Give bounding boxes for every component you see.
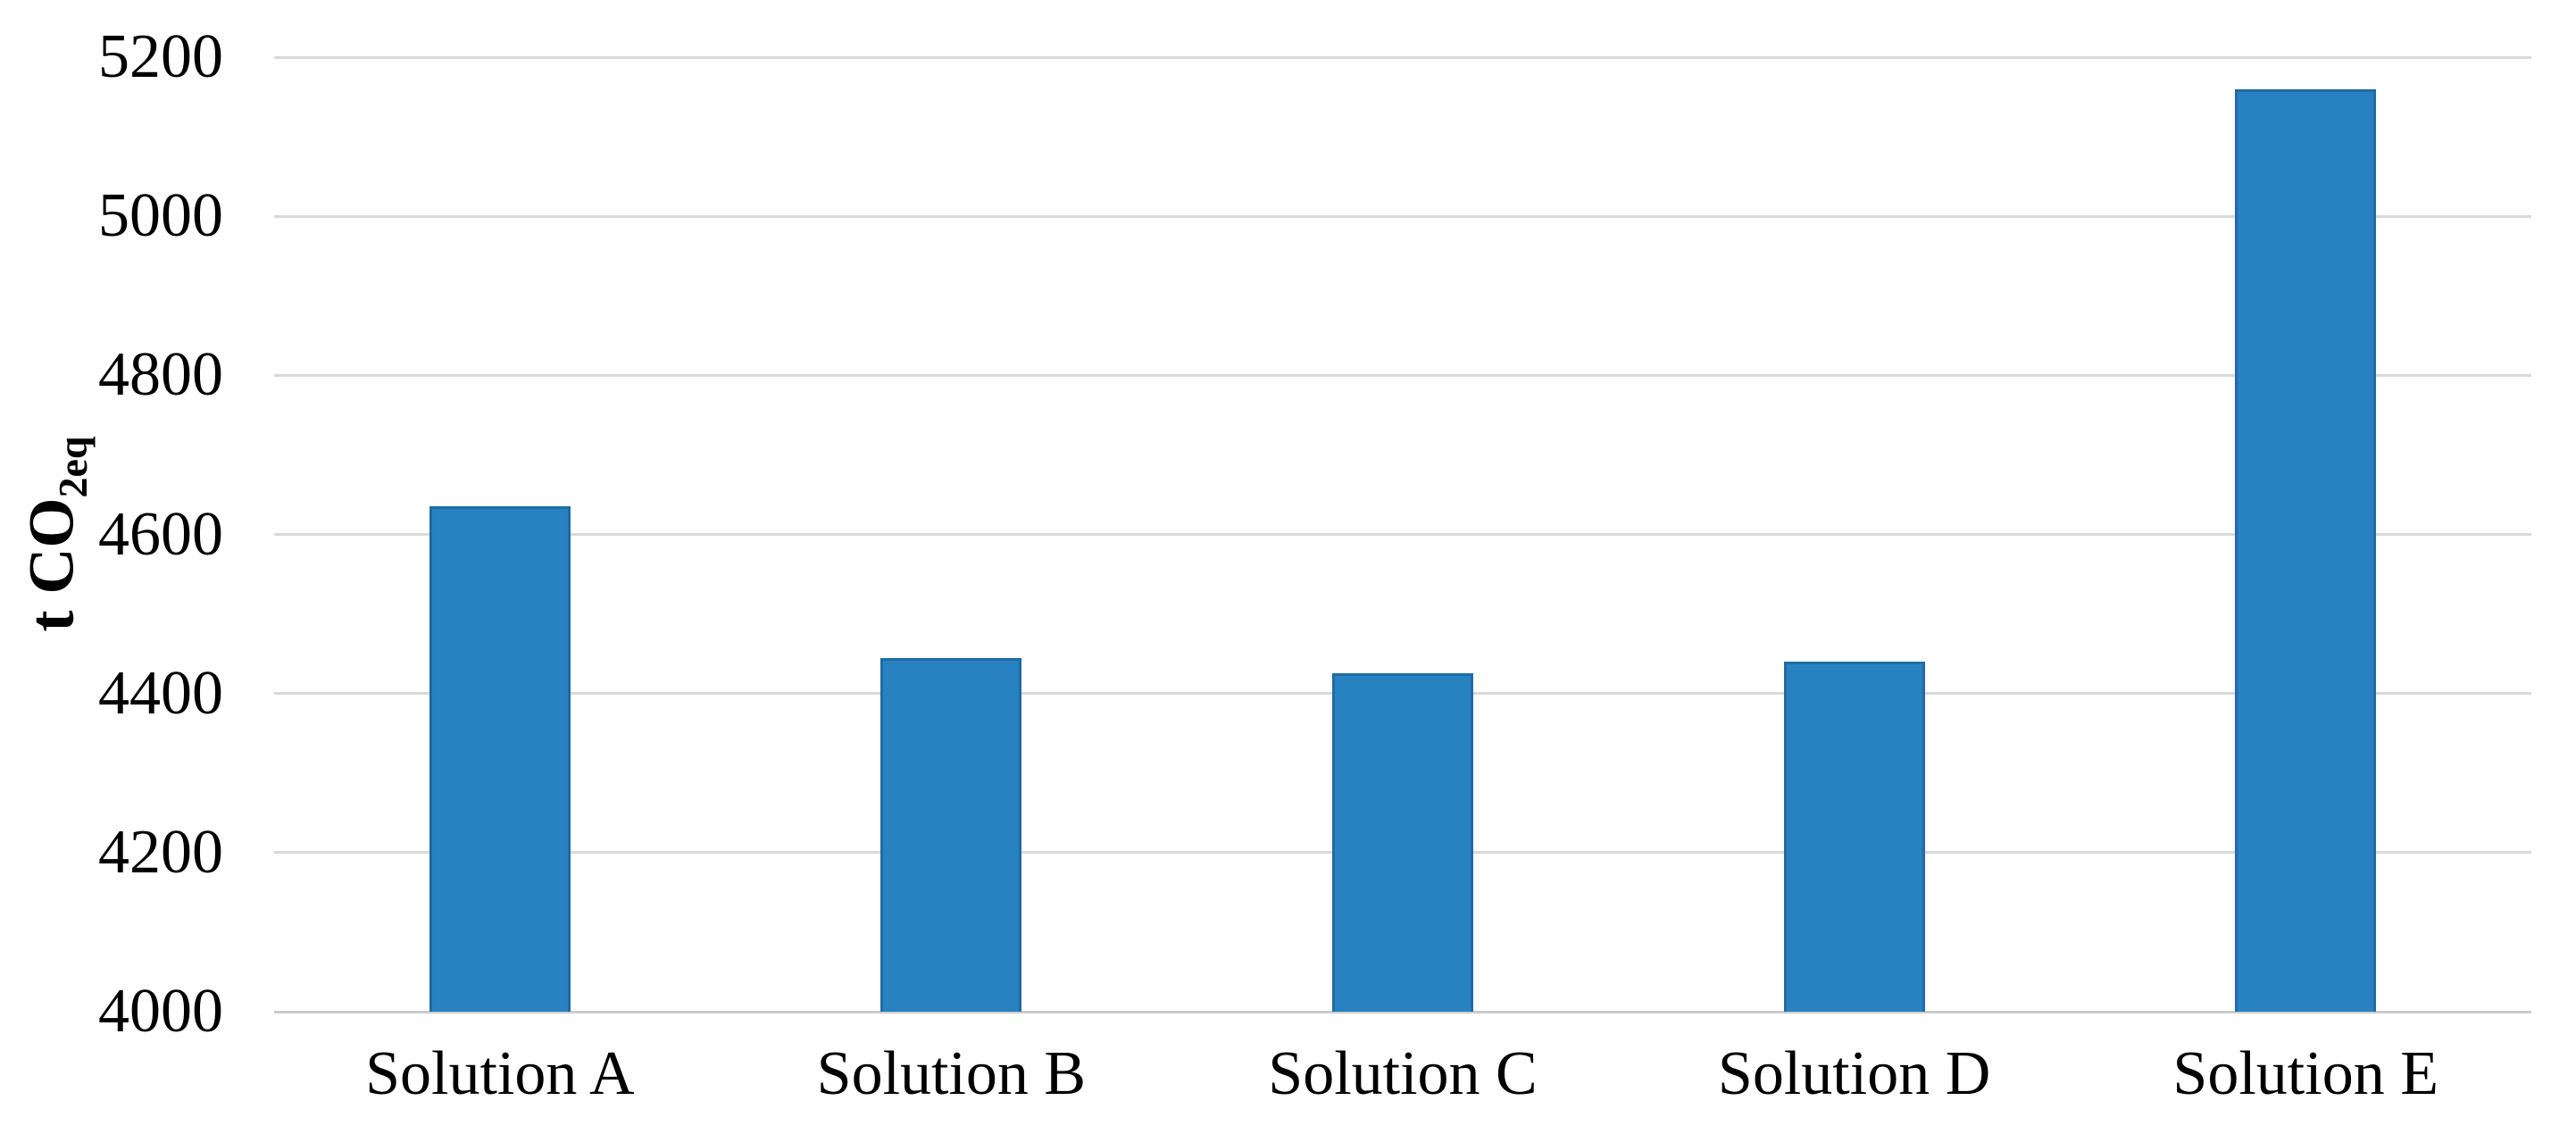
- bar-solution-b: [880, 657, 1022, 1012]
- y-axis-title-subscript: 2eq: [49, 436, 96, 498]
- y-tick-label: 4600: [98, 499, 223, 569]
- y-tick-label: 5000: [98, 181, 223, 251]
- y-tick-label: 4000: [98, 977, 223, 1046]
- x-category-label: Solution E: [2172, 1039, 2438, 1108]
- y-tick-label: 4800: [98, 340, 223, 410]
- y-tick-label: 5200: [98, 22, 223, 91]
- x-axis-baseline: [274, 1010, 2531, 1013]
- bar-solution-c: [1332, 673, 1473, 1012]
- x-category-label: Solution A: [365, 1039, 635, 1108]
- gridline: [274, 214, 2531, 218]
- gridline: [274, 373, 2531, 377]
- y-tick-label: 4400: [98, 658, 223, 728]
- gridline: [274, 55, 2531, 59]
- x-category-label: Solution B: [816, 1039, 1087, 1108]
- bar-solution-d: [1783, 662, 1925, 1012]
- bar-solution-a: [429, 506, 571, 1012]
- x-category-label: Solution C: [1268, 1039, 1538, 1108]
- gridline: [274, 533, 2531, 536]
- bar-solution-e: [2235, 88, 2377, 1012]
- x-category-label: Solution D: [1717, 1039, 1991, 1108]
- y-tick-label: 4200: [98, 817, 223, 887]
